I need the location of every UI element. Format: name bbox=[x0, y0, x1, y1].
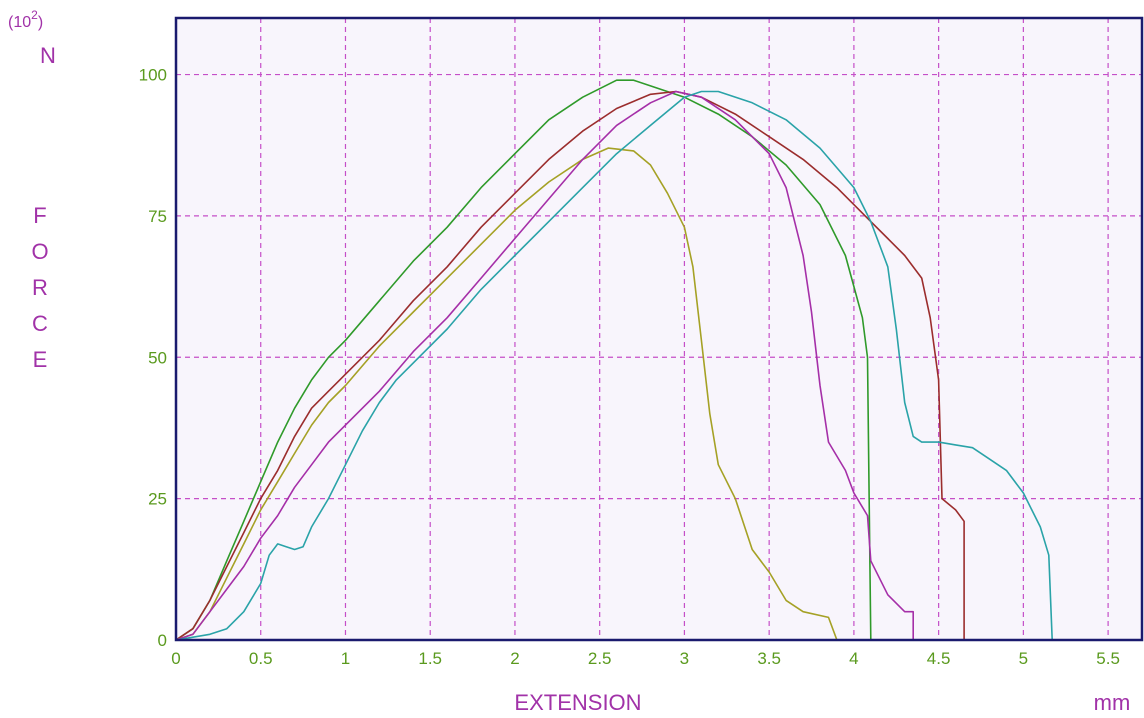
y-axis-title-letter: E bbox=[33, 347, 48, 372]
y-axis-title-letter: C bbox=[32, 311, 48, 336]
series-layer bbox=[175, 79, 1053, 641]
x-tick-label: 0.5 bbox=[249, 649, 273, 668]
svg-text:(102): (102) bbox=[8, 8, 43, 31]
series-line-3 bbox=[175, 147, 838, 641]
x-tick-label: 5 bbox=[1019, 649, 1028, 668]
y-unit-label: N bbox=[40, 43, 56, 68]
plot-area bbox=[176, 18, 1142, 640]
y-tick-label: 0 bbox=[158, 631, 167, 650]
x-tick-label: 2 bbox=[510, 649, 519, 668]
series-line-4 bbox=[175, 90, 915, 641]
series-line-1 bbox=[175, 79, 872, 641]
y-tick-label: 50 bbox=[148, 348, 167, 367]
grid bbox=[176, 18, 1142, 640]
y-tick-label: 100 bbox=[139, 66, 167, 85]
x-tick-label: 4.5 bbox=[927, 649, 951, 668]
x-tick-label: 4 bbox=[849, 649, 858, 668]
y-axis-title-letter: O bbox=[31, 239, 48, 264]
series-line-5 bbox=[175, 90, 1053, 641]
x-tick-label: 2.5 bbox=[588, 649, 612, 668]
y-tick-labels: 0 25 50 75 100 bbox=[139, 66, 167, 650]
y-scale-label: (10 bbox=[8, 14, 31, 31]
x-tick-label: 1 bbox=[341, 649, 350, 668]
y-axis-title-letter: F bbox=[33, 203, 46, 228]
x-tick-label: 3 bbox=[680, 649, 689, 668]
plot-frame bbox=[174, 16, 1144, 642]
x-tick-label: 5.5 bbox=[1096, 649, 1120, 668]
y-scale-close: ) bbox=[38, 14, 43, 31]
y-tick-label: 75 bbox=[148, 207, 167, 226]
y-axis-title-letter: R bbox=[32, 275, 48, 300]
x-tick-label: 0 bbox=[171, 649, 180, 668]
y-scale-exponent: 2 bbox=[31, 8, 38, 22]
x-tick-labels: 0 0.5 1 1.5 2 2.5 3 3.5 4 4.5 5 5.5 bbox=[171, 649, 1120, 668]
y-tick-label: 25 bbox=[148, 490, 167, 509]
x-tick-label: 3.5 bbox=[757, 649, 781, 668]
x-unit-label: mm bbox=[1094, 690, 1131, 715]
series-line-2 bbox=[175, 90, 965, 641]
x-tick-label: 1.5 bbox=[418, 649, 442, 668]
x-axis-title: EXTENSION bbox=[514, 690, 641, 715]
